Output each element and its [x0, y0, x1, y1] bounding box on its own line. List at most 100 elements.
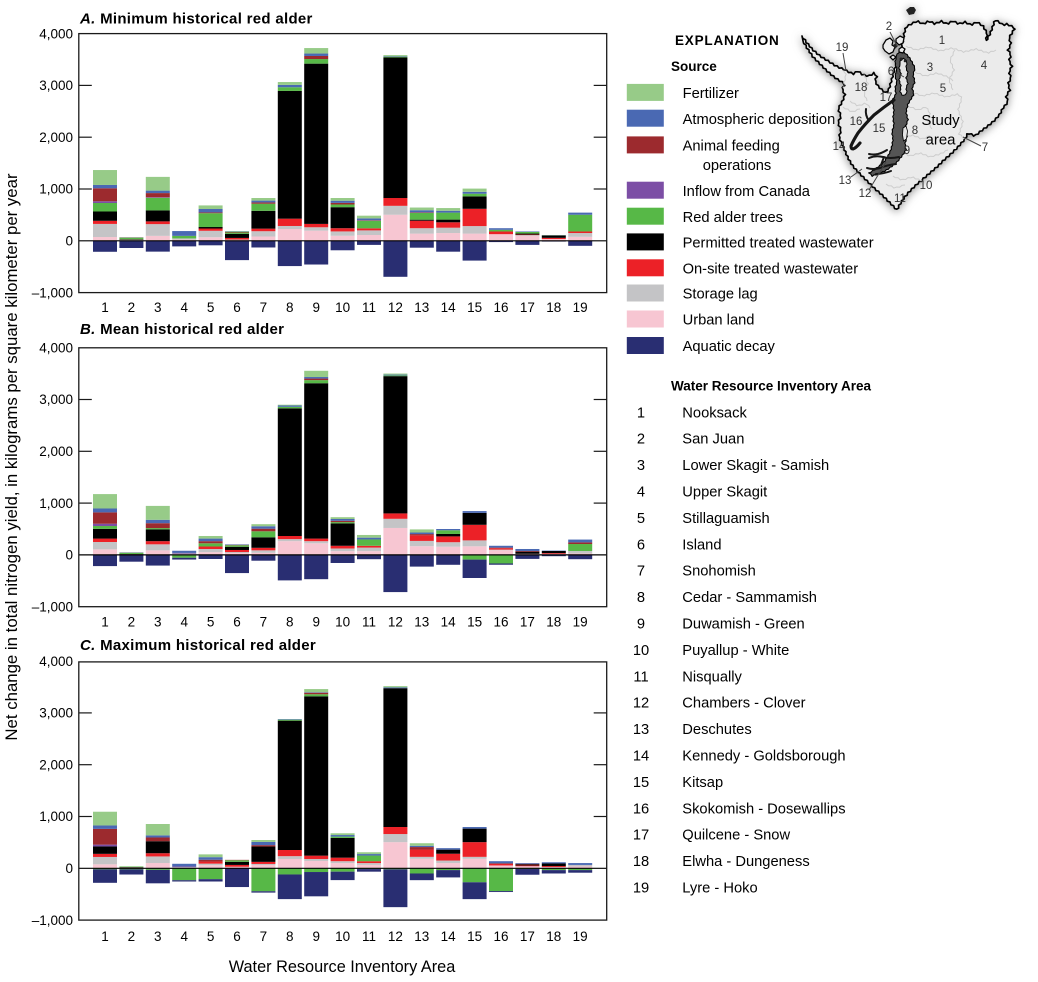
svg-text:–1,000: –1,000: [32, 913, 73, 928]
svg-text:Quilcene - Snow: Quilcene - Snow: [682, 828, 790, 844]
svg-text:11: 11: [633, 669, 648, 685]
svg-text:Island: Island: [682, 537, 721, 553]
svg-text:Snohomish: Snohomish: [682, 564, 755, 580]
svg-text:11: 11: [894, 193, 906, 205]
svg-text:3: 3: [637, 458, 645, 474]
svg-text:15: 15: [633, 775, 649, 791]
svg-text:7: 7: [260, 615, 268, 630]
svg-text:2: 2: [128, 615, 136, 630]
svg-text:12: 12: [633, 696, 649, 712]
svg-text:San Juan: San Juan: [682, 432, 744, 448]
svg-text:Chambers - Clover: Chambers - Clover: [682, 696, 805, 712]
svg-text:4: 4: [180, 615, 188, 630]
svg-text:2: 2: [637, 432, 645, 448]
svg-text:1: 1: [101, 300, 109, 315]
svg-text:0: 0: [65, 234, 73, 249]
svg-text:Net change in total nitrogen y: Net change in total nitrogen yield, in k…: [2, 173, 21, 741]
svg-text:18: 18: [633, 854, 649, 870]
svg-text:4: 4: [637, 485, 645, 501]
svg-text:14: 14: [833, 141, 846, 153]
svg-text:9: 9: [312, 929, 320, 944]
svg-text:Kennedy - Goldsborough: Kennedy - Goldsborough: [682, 749, 845, 765]
svg-text:1,000: 1,000: [39, 809, 73, 824]
svg-text:Red alder trees: Red alder trees: [683, 210, 783, 226]
svg-text:14: 14: [441, 929, 457, 944]
svg-text:Aquatic decay: Aquatic decay: [683, 339, 776, 355]
svg-text:1,000: 1,000: [39, 496, 73, 511]
svg-text:19: 19: [633, 881, 649, 897]
svg-text:17: 17: [520, 300, 535, 315]
svg-text:14: 14: [441, 615, 457, 630]
svg-text:17: 17: [520, 615, 535, 630]
svg-text:2,000: 2,000: [39, 757, 73, 772]
svg-text:9: 9: [637, 617, 645, 633]
svg-text:Urban land: Urban land: [683, 313, 755, 329]
svg-text:18: 18: [546, 929, 561, 944]
svg-text:–1,000: –1,000: [32, 599, 73, 614]
svg-text:4: 4: [180, 300, 188, 315]
svg-text:Lower Skagit - Samish: Lower Skagit - Samish: [682, 458, 829, 474]
svg-text:–1,000: –1,000: [32, 285, 73, 300]
svg-text:6: 6: [233, 929, 241, 944]
svg-text:19: 19: [836, 42, 849, 54]
svg-text:7: 7: [637, 564, 645, 580]
svg-text:Water Resource Inventory Area: Water Resource Inventory Area: [229, 958, 456, 976]
svg-text:5: 5: [637, 511, 645, 527]
svg-text:3: 3: [927, 62, 933, 74]
svg-text:17: 17: [520, 929, 535, 944]
svg-text:16: 16: [633, 801, 649, 817]
svg-text:10: 10: [335, 615, 350, 630]
svg-text:10: 10: [335, 929, 350, 944]
svg-text:1: 1: [101, 929, 109, 944]
svg-text:16: 16: [493, 300, 508, 315]
svg-text:13: 13: [633, 722, 649, 738]
svg-text:6: 6: [233, 615, 241, 630]
svg-text:Water Resource Inventory Area: Water Resource Inventory Area: [671, 379, 872, 394]
svg-text:11: 11: [362, 300, 376, 315]
svg-text:5: 5: [940, 83, 946, 95]
svg-text:3: 3: [154, 300, 162, 315]
svg-text:0: 0: [65, 548, 73, 563]
svg-text:16: 16: [493, 929, 508, 944]
svg-text:12: 12: [859, 188, 872, 200]
svg-text:19: 19: [573, 929, 588, 944]
svg-text:Nooksack: Nooksack: [682, 405, 747, 421]
svg-text:15: 15: [873, 123, 886, 135]
svg-text:Elwha - Dungeness: Elwha - Dungeness: [682, 854, 809, 870]
svg-text:4: 4: [180, 929, 188, 944]
svg-text:3,000: 3,000: [39, 706, 73, 721]
svg-text:8: 8: [912, 125, 918, 137]
svg-text:15: 15: [467, 300, 482, 315]
svg-text:15: 15: [467, 929, 482, 944]
svg-text:19: 19: [573, 300, 588, 315]
svg-text:10: 10: [920, 180, 933, 192]
svg-text:12: 12: [388, 300, 403, 315]
svg-text:18: 18: [546, 615, 561, 630]
svg-text:Duwamish - Green: Duwamish - Green: [682, 617, 804, 633]
svg-text:Puyallup - White: Puyallup - White: [682, 643, 789, 659]
svg-text:9: 9: [904, 145, 910, 157]
svg-text:Storage lag: Storage lag: [683, 287, 758, 303]
svg-text:16: 16: [493, 615, 508, 630]
svg-text:4,000: 4,000: [39, 340, 73, 355]
svg-text:7: 7: [260, 300, 268, 315]
svg-text:9: 9: [312, 615, 320, 630]
svg-text:11: 11: [362, 615, 376, 630]
svg-text:6: 6: [888, 66, 894, 78]
svg-text:19: 19: [573, 615, 588, 630]
svg-text:2: 2: [886, 21, 892, 33]
svg-text:13: 13: [414, 300, 429, 315]
svg-text:18: 18: [546, 300, 561, 315]
svg-text:8: 8: [286, 300, 294, 315]
svg-text:area: area: [925, 132, 956, 149]
svg-text:On-site treated wastewater: On-site treated wastewater: [683, 262, 859, 278]
svg-text:7: 7: [982, 142, 988, 154]
svg-text:1: 1: [101, 615, 109, 630]
svg-text:8: 8: [286, 929, 294, 944]
svg-text:Stillaguamish: Stillaguamish: [682, 511, 769, 527]
svg-text:13: 13: [414, 929, 429, 944]
svg-text:2: 2: [128, 929, 136, 944]
svg-text:B. Mean historical red alder: B. Mean historical red alder: [80, 321, 284, 338]
svg-text:0: 0: [65, 861, 73, 876]
svg-text:1: 1: [939, 35, 945, 47]
